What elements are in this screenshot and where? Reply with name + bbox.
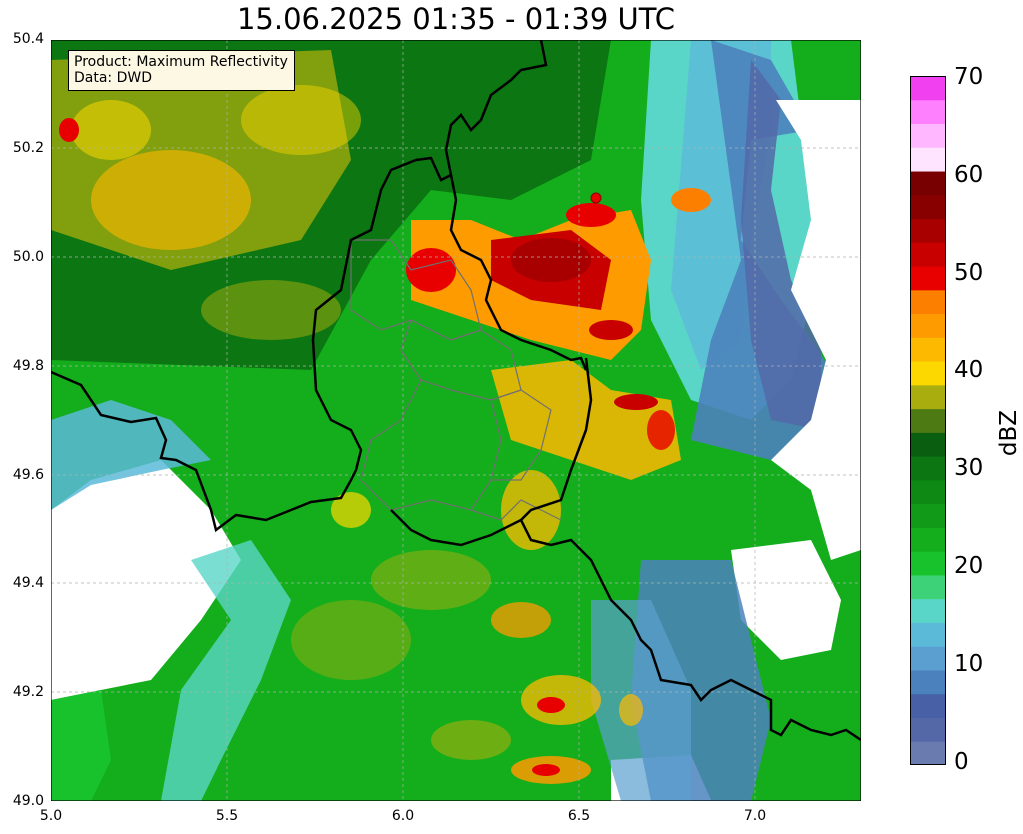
y-tick-label: 49.0 [12,793,44,809]
colorbar-segment [910,503,946,528]
colorbar-tick: 0 [954,749,969,775]
colorbar-segment [910,171,946,196]
colorbar-segment [910,622,946,647]
colorbar-segment [910,289,946,315]
y-tick-label: 50.0 [12,249,44,265]
colorbar-segment [910,551,946,576]
colorbar-outline [910,76,946,765]
map-title: 15.06.2025 01:35 - 01:39 UTC [236,2,676,36]
colorbar-segment [910,741,946,765]
colorbar-tick: 70 [954,64,984,90]
product-label: Product: Maximum Reflectivity [74,54,288,70]
colorbar-segment [910,147,946,172]
colorbar-label: dBZ [996,409,1023,457]
colorbar-segment [910,527,946,552]
colorbar-segment [910,313,946,338]
colorbar-segment [910,99,946,125]
colorbar-tick: 30 [954,455,984,481]
colorbar-segment [910,456,946,481]
colorbar-segment [910,408,946,433]
product-info-box: Product: Maximum Reflectivity Data: DWD [68,50,295,91]
colorbar-segment [910,361,946,386]
y-tick-label: 50.4 [12,31,44,47]
x-tick-label: 6.5 [567,808,591,824]
colorbar-tick: 20 [954,553,984,579]
colorbar-tick: 40 [954,357,984,383]
colorbar-segment [910,266,946,291]
colorbar-segment [910,646,946,671]
x-tick-label: 6.0 [391,808,415,824]
radar-map[interactable] [51,40,861,801]
y-tick-label: 49.8 [12,358,44,374]
colorbar-segment [910,432,946,457]
colorbar-segment [910,337,946,362]
colorbar-tick: 50 [954,260,984,286]
reflectivity-field [51,40,861,801]
grid-lines [51,40,861,801]
y-tick-label: 49.2 [12,684,44,700]
colorbar-segment [910,717,946,742]
colorbar-segment [910,669,946,695]
dbz-colorbar [910,76,946,765]
colorbar-segment [910,242,946,267]
x-tick-label: 5.5 [215,808,239,824]
colorbar-segment [910,384,946,410]
colorbar-segment [910,76,946,101]
x-tick-label: 7.0 [743,808,767,824]
colorbar-segment [910,693,946,718]
colorbar-segment [910,574,946,600]
y-tick-label: 49.6 [12,467,44,483]
colorbar-segment [910,598,946,623]
colorbar-segment [910,123,946,148]
data-source-label: Data: DWD [74,70,152,86]
colorbar-segment [910,194,946,220]
country-borders [51,40,861,742]
x-tick-label: 5.0 [39,808,63,824]
y-tick-label: 49.4 [12,575,44,591]
colorbar-tick: 60 [954,162,984,188]
colorbar-segment [910,218,946,243]
colorbar-segment [910,479,946,505]
colorbar-tick: 10 [954,651,984,677]
y-tick-label: 50.2 [12,140,44,156]
